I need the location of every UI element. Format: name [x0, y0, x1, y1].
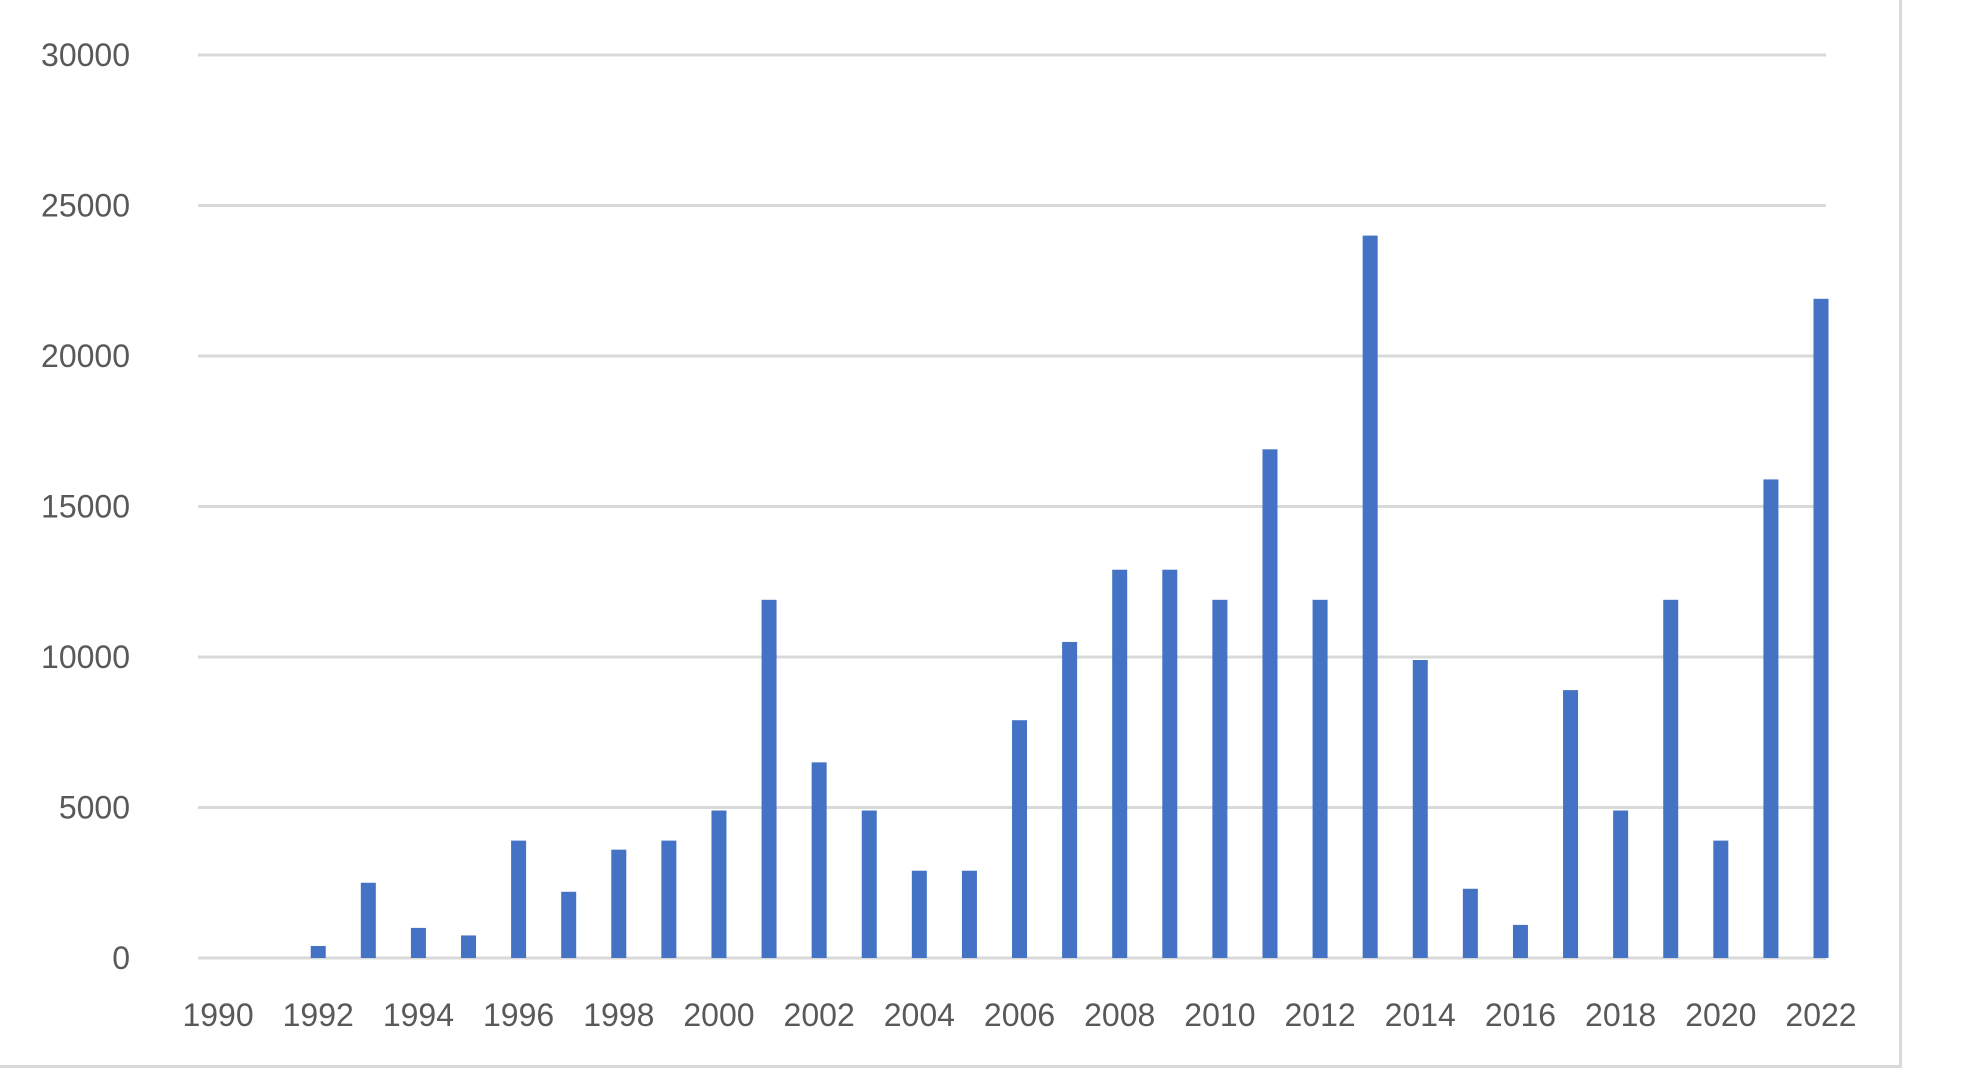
bar-1992 — [310, 945, 326, 958]
bar-2022 — [1813, 298, 1829, 958]
bar-1994 — [410, 927, 426, 958]
x-tick-label: 1994 — [383, 997, 454, 1033]
y-axis-ticks: 0 5000 10000 15000 20000 25000 30000 — [41, 37, 130, 976]
x-tick-label: 2004 — [884, 997, 955, 1033]
x-tick-label: 2014 — [1385, 997, 1456, 1033]
bar-2004 — [911, 870, 927, 958]
bar-2012 — [1312, 599, 1328, 958]
bar-1995 — [461, 935, 477, 958]
bar-2018 — [1613, 810, 1629, 958]
bar-2017 — [1563, 690, 1579, 958]
y-tick-label: 5000 — [59, 790, 130, 826]
bar-2011 — [1262, 449, 1278, 958]
y-tick-label: 15000 — [41, 489, 130, 525]
x-tick-label: 2016 — [1485, 997, 1556, 1033]
bar-2016 — [1512, 924, 1528, 958]
x-tick-label: 2022 — [1785, 997, 1856, 1033]
x-tick-label: 2006 — [984, 997, 1055, 1033]
bar-1996 — [511, 840, 527, 958]
bar-2001 — [761, 599, 777, 958]
x-tick-label: 2012 — [1284, 997, 1355, 1033]
bar-1997 — [561, 891, 577, 958]
x-tick-label: 1998 — [583, 997, 654, 1033]
bar-2015 — [1462, 888, 1478, 958]
x-tick-label: 1996 — [483, 997, 554, 1033]
bar-2009 — [1162, 569, 1178, 958]
bar-1999 — [661, 840, 677, 958]
bar-2000 — [711, 810, 727, 958]
bar-2013 — [1362, 235, 1378, 959]
x-axis-ticks: 1990 1992 1994 1996 1998 2000 2002 2004 2006 2008… — [182, 997, 1856, 1033]
bar-1993 — [360, 882, 376, 958]
bar-2006 — [1012, 720, 1028, 958]
bar-2019 — [1663, 599, 1679, 958]
x-tick-label: 2008 — [1084, 997, 1155, 1033]
y-tick-label: 30000 — [41, 37, 130, 73]
bar-2002 — [811, 762, 827, 958]
bar-2010 — [1212, 599, 1228, 958]
bar-2021 — [1763, 479, 1779, 958]
bar-2014 — [1412, 660, 1428, 958]
x-tick-label: 2020 — [1685, 997, 1756, 1033]
y-tick-label: 10000 — [41, 639, 130, 675]
bars — [310, 235, 1829, 959]
y-tick-label: 0 — [112, 940, 130, 976]
x-tick-label: 2002 — [784, 997, 855, 1033]
x-tick-label: 2000 — [683, 997, 754, 1033]
x-tick-label: 2018 — [1585, 997, 1656, 1033]
x-tick-label: 2010 — [1184, 997, 1255, 1033]
gridlines — [198, 53, 1826, 960]
x-tick-label: 1992 — [283, 997, 354, 1033]
x-tick-label: 1990 — [182, 997, 253, 1033]
bar-2020 — [1713, 840, 1729, 958]
bar-1998 — [611, 849, 627, 958]
bar-2003 — [861, 810, 877, 958]
bar-2007 — [1062, 641, 1078, 958]
bar-2008 — [1112, 569, 1128, 958]
chart-frame: 0 5000 10000 15000 20000 25000 30000 1990 1992 1… — [0, 0, 1902, 1068]
bar-2005 — [961, 870, 977, 958]
y-tick-label: 25000 — [41, 188, 130, 224]
y-tick-label: 20000 — [41, 338, 130, 374]
